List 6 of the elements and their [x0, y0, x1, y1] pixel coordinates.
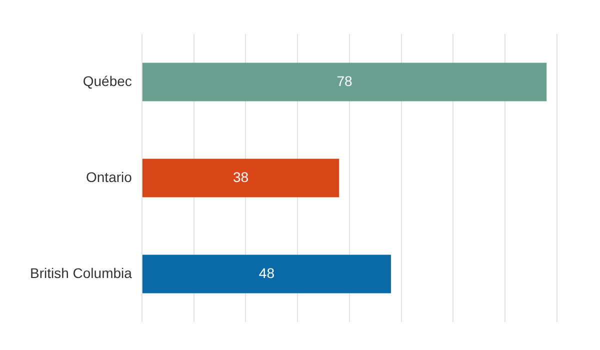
data-label: 38 — [232, 168, 249, 185]
y-tick-label: British Columbia — [30, 264, 132, 281]
y-tick-label: Ontario — [86, 168, 132, 185]
y-tick-label: Québec — [82, 72, 132, 89]
data-label: 78 — [336, 72, 353, 89]
data-label: 48 — [258, 264, 275, 281]
